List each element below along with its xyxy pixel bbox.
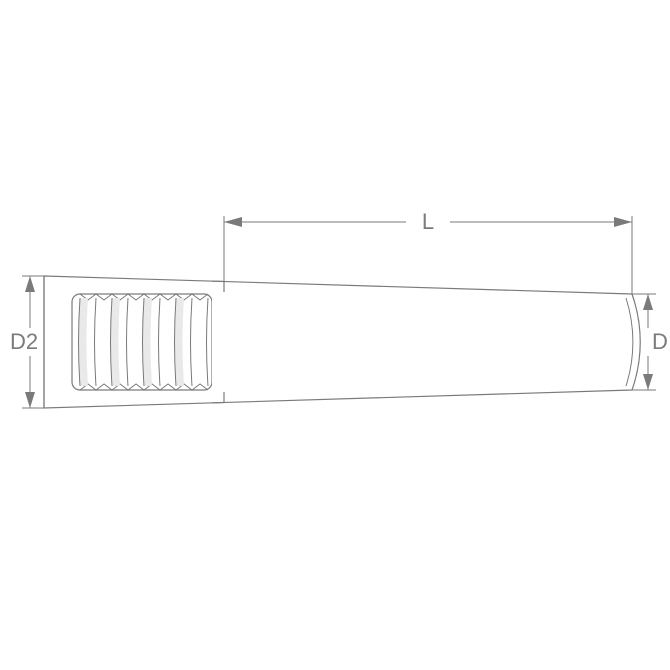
dimension-d: D <box>632 294 668 390</box>
threaded-end <box>72 281 226 403</box>
pin-body <box>44 276 640 408</box>
label-d2: D2 <box>10 329 38 354</box>
dimension-d2: D2 <box>10 276 44 408</box>
label-d: D <box>652 329 668 354</box>
dimension-l: L <box>224 209 632 294</box>
label-l: L <box>422 209 434 234</box>
